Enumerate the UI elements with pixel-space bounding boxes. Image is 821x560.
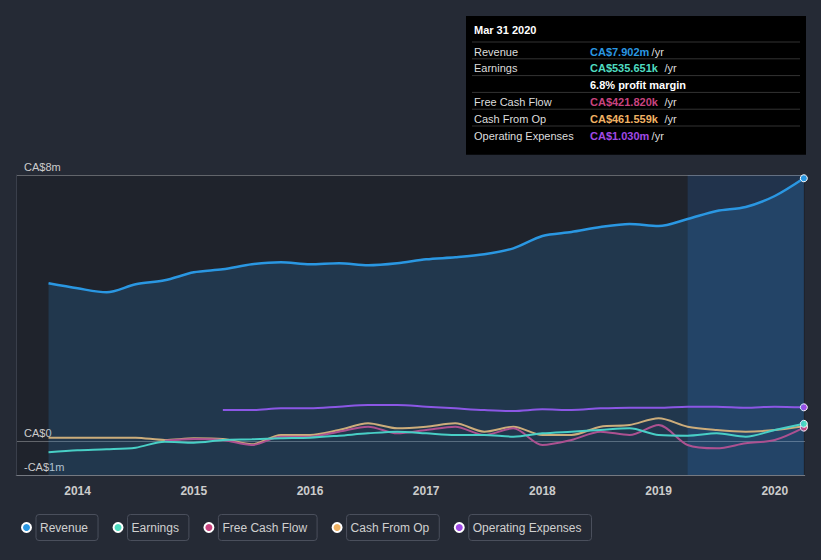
svg-text:Operating Expenses: Operating Expenses xyxy=(474,130,574,142)
svg-text:2014: 2014 xyxy=(64,484,91,498)
svg-text:Operating Expenses: Operating Expenses xyxy=(473,521,582,535)
svg-text:2018: 2018 xyxy=(529,484,556,498)
svg-text:/yr: /yr xyxy=(664,113,677,125)
svg-text:2015: 2015 xyxy=(180,484,207,498)
svg-text:Revenue: Revenue xyxy=(40,521,88,535)
svg-text:/yr: /yr xyxy=(652,130,665,142)
svg-text:/yr: /yr xyxy=(664,62,677,74)
svg-text:2019: 2019 xyxy=(645,484,672,498)
svg-text:CA$421.820k: CA$421.820k xyxy=(590,96,659,108)
svg-text:Revenue: Revenue xyxy=(474,46,518,58)
svg-text:CA$1.030m: CA$1.030m xyxy=(590,130,650,142)
svg-text:2020: 2020 xyxy=(761,484,788,498)
svg-text:Free Cash Flow: Free Cash Flow xyxy=(222,521,307,535)
svg-text:Cash From Op: Cash From Op xyxy=(351,521,430,535)
svg-text:Earnings: Earnings xyxy=(132,521,179,535)
svg-text:Free Cash Flow: Free Cash Flow xyxy=(474,96,552,108)
svg-text:Mar 31 2020: Mar 31 2020 xyxy=(474,24,536,36)
svg-text:Earnings: Earnings xyxy=(474,62,518,74)
svg-text:/yr: /yr xyxy=(664,96,677,108)
svg-text:CA$7.902m: CA$7.902m xyxy=(590,46,650,58)
svg-text:CA$461.559k: CA$461.559k xyxy=(590,113,659,125)
svg-text:-CA$1m: -CA$1m xyxy=(24,460,65,473)
svg-text:CA$8m: CA$8m xyxy=(24,161,61,173)
svg-text:/yr: /yr xyxy=(652,46,665,58)
svg-text:6.8% profit margin: 6.8% profit margin xyxy=(590,79,686,91)
svg-text:CA$0: CA$0 xyxy=(24,427,52,439)
svg-text:CA$535.651k: CA$535.651k xyxy=(590,62,659,74)
svg-text:Cash From Op: Cash From Op xyxy=(474,113,546,125)
svg-text:2017: 2017 xyxy=(413,484,440,498)
svg-text:2016: 2016 xyxy=(297,484,324,498)
